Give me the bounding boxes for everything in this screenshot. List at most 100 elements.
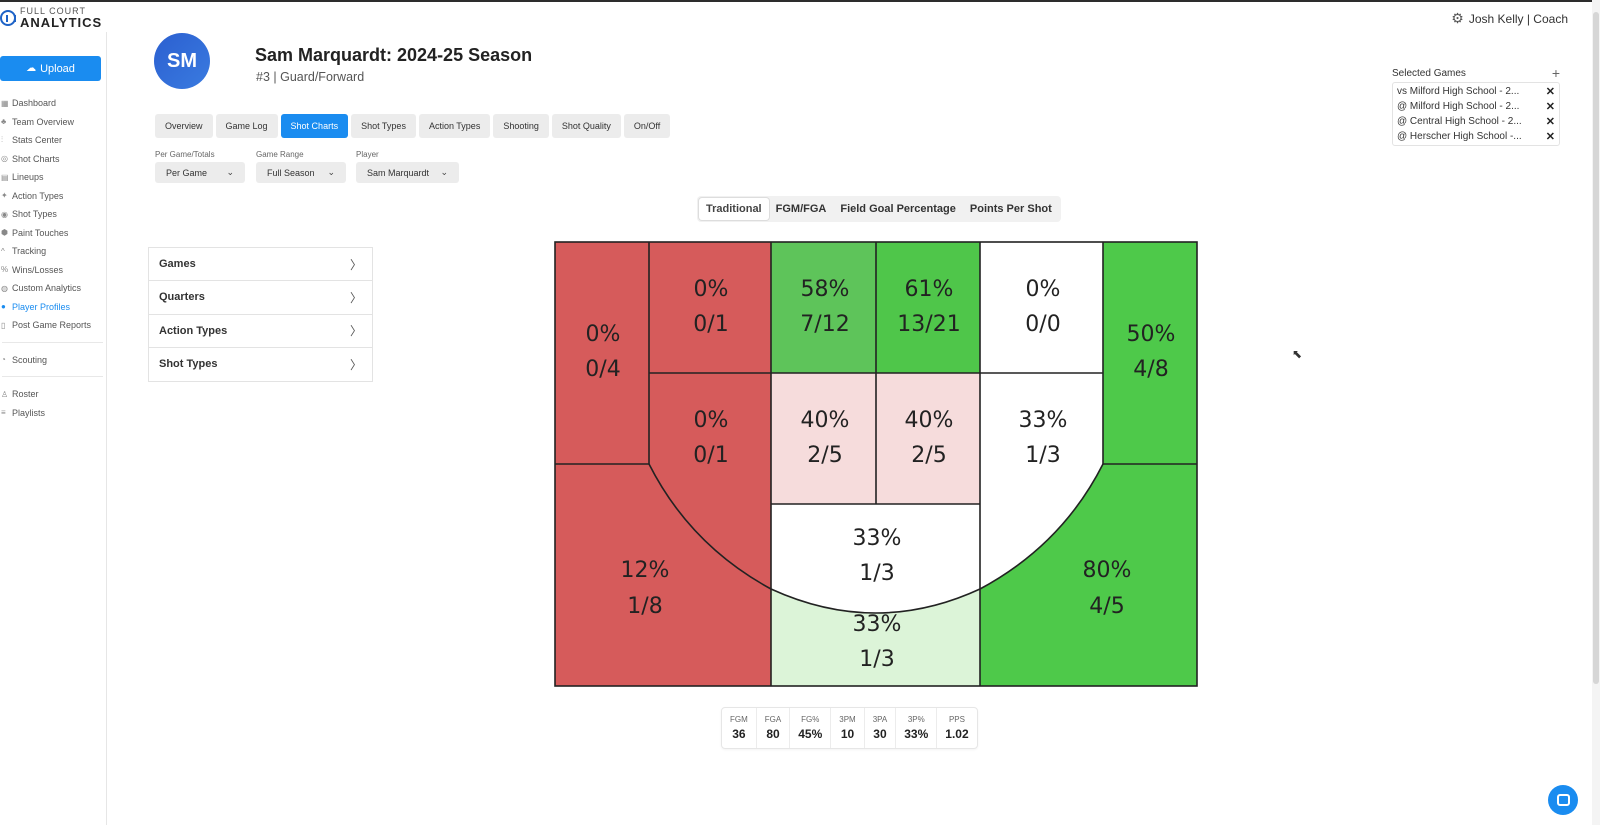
close-icon[interactable]: ✕	[1545, 101, 1555, 113]
zone-paint-left[interactable]	[771, 373, 876, 504]
tab-overview[interactable]: Overview	[155, 114, 213, 138]
sidebar-item-label: Wins/Losses	[12, 264, 64, 275]
person-icon: ●	[1, 302, 6, 312]
sidebar-item-action-types[interactable]: ✦ Action Types	[0, 187, 105, 206]
per-game-filter: Per Game/Totals Per Game ⌄	[155, 150, 245, 183]
stat-value: 1.02	[945, 727, 969, 741]
tab-game-log[interactable]: Game Log	[215, 114, 278, 138]
sidebar-item-label: Playlists	[12, 407, 46, 418]
gear-icon[interactable]: ⚙	[1451, 10, 1464, 26]
bar-chart-icon: ⫶	[1, 135, 3, 145]
accordion-action-types[interactable]: Action Types 〉	[149, 315, 372, 348]
zone-paint-right[interactable]	[876, 373, 980, 504]
view-points-per-shot[interactable]: Points Per Shot	[969, 203, 1052, 215]
tab-shot-quality[interactable]: Shot Quality	[551, 114, 621, 138]
selected-game-item: vs Milford High School - 2... ✕	[1393, 84, 1555, 99]
close-icon[interactable]: ✕	[1545, 131, 1555, 143]
tab-shot-types[interactable]: Shot Types	[351, 114, 416, 138]
view-fgm-fga[interactable]: FGM/FGA	[775, 203, 827, 215]
filter-label: Per Game/Totals	[155, 150, 215, 159]
tab-action-types[interactable]: Action Types	[418, 114, 491, 138]
game-range-select[interactable]: Full Season ⌄	[256, 162, 346, 183]
zone-left-corner[interactable]	[555, 242, 649, 464]
stat-value: 36	[732, 727, 746, 741]
accordion-label: Shot Types	[159, 358, 218, 371]
basketball-icon: ◉	[1, 209, 8, 219]
sidebar-item-label: Shot Charts	[12, 153, 60, 164]
mouse-cursor-icon: ⬉	[1292, 347, 1303, 361]
sidebar-item-paint-touches[interactable]: ⬢ Paint Touches	[0, 224, 105, 243]
stat-label: 3P%	[907, 715, 925, 724]
sidebar-item-post-game-reports[interactable]: ▯ Post Game Reports	[0, 316, 105, 335]
sidebar-item-lineups[interactable]: ▤ Lineups	[0, 168, 105, 187]
user-menu[interactable]: ⚙ Josh Kelly | Coach	[1451, 10, 1568, 27]
tab-on-off[interactable]: On/Off	[623, 114, 671, 138]
sidebar-item-wins-losses[interactable]: % Wins/Losses	[0, 261, 105, 280]
paint-icon: ⬢	[1, 228, 8, 238]
selected-game-item: @ Central High School - 2... ✕	[1393, 114, 1555, 129]
accordion-quarters[interactable]: Quarters 〉	[149, 281, 372, 315]
select-value: Per Game	[166, 167, 208, 178]
sidebar-item-dashboard[interactable]: ▦ Dashboard	[0, 94, 105, 113]
top-bar: FULL COURT ANALYTICS ⚙ Josh Kelly | Coac…	[0, 0, 1600, 32]
selected-games-list: vs Milford High School - 2... ✕ @ Milford…	[1392, 82, 1560, 146]
sidebar-item-stats-center[interactable]: ⫶ Stats Center	[0, 131, 105, 150]
game-label: @ Milford High School - 2...	[1397, 101, 1520, 112]
sidebar-item-scouting[interactable]: ◔ Scouting	[0, 351, 105, 370]
sidebar-item-team-overview[interactable]: ♣ Team Overview	[0, 113, 105, 132]
zone-left-wing-top[interactable]	[649, 242, 771, 373]
scrollbar[interactable]	[1592, 0, 1600, 825]
logo-line2: ANALYTICS	[20, 15, 103, 30]
roster-icon: ♙	[1, 389, 9, 399]
sidebar-item-shot-charts[interactable]: ◎ Shot Charts	[0, 150, 105, 169]
zone-top-right[interactable]	[876, 242, 980, 373]
stat-label: PPS	[948, 715, 965, 724]
filter-accordion: Games 〉 Quarters 〉 Action Types 〉 Shot Type…	[148, 247, 373, 382]
chat-button[interactable]	[1548, 785, 1578, 815]
sidebar-item-custom-analytics[interactable]: ◍ Custom Analytics	[0, 279, 105, 298]
sidebar-item-tracking[interactable]: ^ Tracking	[0, 242, 105, 261]
zone-right-wing-top[interactable]	[980, 242, 1103, 373]
sidebar-item-label: Post Game Reports	[12, 320, 92, 331]
view-traditional[interactable]: Traditional	[699, 198, 769, 220]
sidebar-item-playlists[interactable]: ≡ Playlists	[0, 404, 105, 423]
player-select[interactable]: Sam Marquardt ⌄	[356, 162, 459, 183]
scrollbar-thumb[interactable]	[1593, 12, 1599, 684]
player-filter: Player Sam Marquardt ⌄	[356, 150, 459, 183]
sidebar: ☁ Upload ▦ Dashboard ♣ Team Overview ⫶ Stat…	[0, 32, 107, 825]
accordion-games[interactable]: Games 〉	[149, 248, 372, 282]
stat-pps: PPS 1.02	[937, 708, 976, 748]
avatar: SM	[154, 33, 210, 89]
close-icon[interactable]: ✕	[1545, 116, 1555, 128]
stat-3p-pct: 3P% 33%	[896, 708, 938, 748]
upload-button[interactable]: ☁ Upload	[0, 56, 101, 81]
stat-value: 10	[840, 727, 855, 741]
app-logo[interactable]: FULL COURT ANALYTICS	[0, 6, 102, 29]
view-mode-toggle: Traditional FGM/FGA Field Goal Percentag…	[697, 196, 1061, 222]
zone-right-corner[interactable]	[1103, 242, 1197, 464]
sidebar-item-roster[interactable]: ♙ Roster	[0, 385, 105, 404]
tab-shooting[interactable]: Shooting	[493, 114, 549, 138]
sidebar-item-player-profiles[interactable]: ● Player Profiles	[0, 298, 105, 317]
view-field-goal-percentage[interactable]: Field Goal Percentage	[840, 203, 956, 215]
chevron-down-icon: ⌄	[226, 167, 234, 177]
selected-game-item: @ Milford High School - 2... ✕	[1393, 99, 1555, 114]
playlist-icon: ≡	[1, 408, 6, 418]
game-label: vs Milford High School - 2...	[1397, 86, 1520, 97]
accordion-label: Quarters	[159, 291, 205, 304]
stat-fg-pct: FG% 45%	[790, 708, 832, 748]
add-game-icon[interactable]: +	[1551, 65, 1560, 81]
stat-value: 45%	[798, 727, 823, 741]
sidebar-item-shot-types[interactable]: ◉ Shot Types	[0, 205, 105, 224]
sidebar-item-label: Lineups	[12, 172, 44, 183]
tab-shot-charts[interactable]: Shot Charts	[280, 114, 349, 138]
chevron-down-icon: ⌄	[327, 167, 335, 177]
zone-top-left[interactable]	[771, 242, 876, 373]
scouting-icon: ◔	[1, 355, 6, 365]
per-game-select[interactable]: Per Game ⌄	[155, 162, 245, 183]
team-icon: ♣	[1, 117, 7, 127]
accordion-shot-types[interactable]: Shot Types 〉	[149, 348, 372, 381]
zone-center-mid[interactable]	[771, 504, 980, 613]
close-icon[interactable]: ✕	[1545, 86, 1555, 98]
chevron-right-icon: 〉	[349, 324, 362, 339]
